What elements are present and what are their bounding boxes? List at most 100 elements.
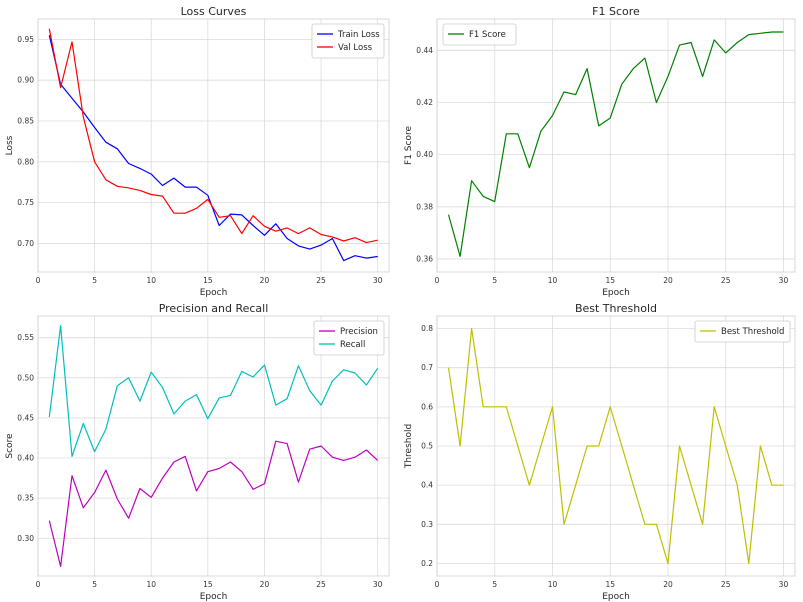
data-point xyxy=(116,147,119,150)
data-point xyxy=(736,41,739,44)
data-point xyxy=(331,236,334,239)
data-point xyxy=(540,445,543,448)
data-point xyxy=(747,562,750,565)
data-point xyxy=(690,41,693,44)
y-tick-label: 0.85 xyxy=(17,117,34,126)
data-point xyxy=(297,244,300,247)
y-tick-label: 0.44 xyxy=(416,46,433,55)
data-point xyxy=(667,562,670,565)
data-point xyxy=(771,31,774,34)
legend-box xyxy=(694,320,791,343)
data-point xyxy=(297,232,300,235)
data-point xyxy=(286,227,289,230)
y-axis-label: Loss xyxy=(5,135,15,155)
data-point xyxy=(678,445,681,448)
data-point xyxy=(493,200,496,203)
data-point xyxy=(308,389,311,392)
y-tick-label: 0.7 xyxy=(421,363,433,372)
x-tick-label: 20 xyxy=(260,276,270,285)
data-point xyxy=(354,236,357,239)
data-point xyxy=(161,477,164,480)
data-point xyxy=(655,101,658,104)
data-point xyxy=(105,428,108,431)
data-point xyxy=(713,405,716,408)
data-point xyxy=(320,244,323,247)
data-point xyxy=(139,167,142,170)
data-point xyxy=(724,52,727,55)
data-point xyxy=(184,212,187,215)
data-point xyxy=(71,474,74,477)
data-point xyxy=(528,484,531,487)
data-point xyxy=(263,482,266,485)
data-point xyxy=(240,213,243,216)
data-point xyxy=(116,498,119,501)
data-point xyxy=(331,456,334,459)
data-point xyxy=(93,160,96,163)
data-point xyxy=(59,565,62,568)
chart-panel-3: 0 5 10 15 20 25 30 0.30 0.35 0.40 0.45 0.50 0.55 Prec… xyxy=(5,302,390,602)
data-point xyxy=(218,467,221,470)
data-point xyxy=(252,214,255,217)
x-tick-label: 5 xyxy=(92,276,97,285)
data-point xyxy=(139,400,142,403)
data-point xyxy=(59,86,62,89)
data-point xyxy=(252,224,255,227)
legend-box xyxy=(311,23,385,59)
x-tick-label: 0 xyxy=(435,580,440,589)
data-point xyxy=(127,517,130,520)
data-point xyxy=(482,195,485,198)
legend-box xyxy=(442,23,517,46)
x-tick-label: 10 xyxy=(146,276,156,285)
data-point xyxy=(354,372,357,375)
data-point xyxy=(643,523,646,526)
data-point xyxy=(320,404,323,407)
data-point xyxy=(597,125,600,128)
data-point xyxy=(274,440,277,443)
x-tick-label: 15 xyxy=(203,276,213,285)
data-point xyxy=(782,484,785,487)
data-point xyxy=(365,384,368,387)
chart-panel-2: 0 5 10 15 20 25 30 0.36 0.38 0.40 0.42 0.44 F1 Score… xyxy=(404,5,796,298)
data-point xyxy=(195,186,198,189)
x-tick-label: 25 xyxy=(721,276,731,285)
data-point xyxy=(713,38,716,41)
x-axis-label: Epoch xyxy=(602,288,630,298)
data-point xyxy=(161,386,164,389)
series-line-val-loss xyxy=(48,28,378,244)
y-tick-label: 0.42 xyxy=(416,98,433,107)
data-point xyxy=(724,445,727,448)
y-tick-label: 0.38 xyxy=(416,202,433,211)
data-point xyxy=(139,487,142,490)
y-axis-label: F1 Score xyxy=(404,126,414,165)
x-axis-label: Epoch xyxy=(200,592,228,602)
x-tick-label: 0 xyxy=(36,580,41,589)
y-tick-label: 0.6 xyxy=(421,402,433,411)
data-point xyxy=(574,93,577,96)
y-tick-label: 0.80 xyxy=(17,157,34,166)
data-point xyxy=(263,364,266,367)
x-tick-label: 20 xyxy=(663,276,673,285)
data-point xyxy=(82,506,85,509)
legend-label: Val Loss xyxy=(338,43,373,53)
legend: Precision Recall xyxy=(313,320,385,356)
x-tick-label: 20 xyxy=(260,580,270,589)
data-point xyxy=(139,189,142,192)
legend-label: Train Loss xyxy=(337,30,380,40)
y-axis-label: Threshold xyxy=(404,424,414,469)
data-point xyxy=(459,255,462,258)
x-tick-label: 5 xyxy=(492,580,497,589)
data-point xyxy=(172,177,175,180)
plot-frame xyxy=(37,18,390,273)
data-point xyxy=(263,225,266,228)
data-point xyxy=(376,367,379,370)
x-tick-label: 30 xyxy=(779,276,789,285)
data-point xyxy=(609,117,612,120)
data-point xyxy=(59,324,62,327)
data-point xyxy=(667,75,670,78)
data-point xyxy=(297,364,300,367)
data-point xyxy=(354,456,357,459)
data-point xyxy=(365,241,368,244)
series-line-train-loss xyxy=(48,35,378,262)
data-point xyxy=(759,445,762,448)
y-tick-label: 0.45 xyxy=(17,413,34,422)
